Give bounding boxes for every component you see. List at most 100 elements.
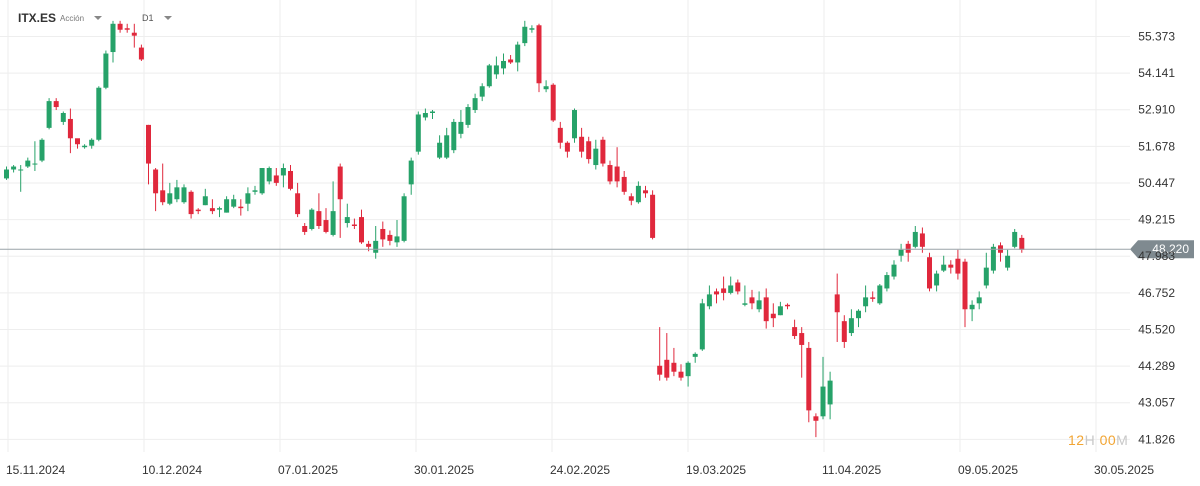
candles [4,20,1025,438]
candle-body [472,98,478,111]
y-tick-label: 51.678 [1138,139,1175,153]
candle-body [1019,237,1025,250]
timeframe-label[interactable]: D1 [142,13,154,23]
candle-body [714,291,719,295]
candle-body [96,87,102,140]
candle-body [266,168,272,182]
candle-body [451,121,457,151]
candle-body [18,169,24,171]
timer-minutes: 00 [1099,432,1117,448]
candle-body [117,23,123,30]
candle-body [11,166,17,170]
candle-body [146,124,151,164]
candle-body [806,347,812,411]
y-tick-label: 45.520 [1138,322,1175,336]
candle-body [280,168,286,176]
candle-body [174,187,180,200]
candle-body [912,231,918,247]
candle-body [302,226,308,232]
y-tick-label: 43.057 [1138,396,1175,410]
candle-body [103,53,109,88]
x-tick-label: 30.01.2025 [414,463,474,477]
y-tick-label: 54.141 [1138,66,1175,80]
candle-body [224,199,230,213]
instrument-type-label: Acción [60,13,85,23]
candle-body [955,258,961,274]
current-price-line: 48.220 [0,240,1194,259]
candle-body [572,110,577,139]
candle-body [53,101,59,108]
timer-hours: 12 [1068,432,1085,448]
candle-body [288,170,293,189]
candle-body [245,193,251,204]
candle-body [4,169,9,179]
candle-body [976,297,982,304]
candle-body [728,285,734,293]
candle-body [607,165,613,182]
candle-body [934,273,940,286]
candle-body [238,206,244,209]
candle-body [699,303,705,350]
candle-body [1012,231,1018,247]
candle-body [153,169,159,194]
candle-body [834,294,840,313]
candle-body [884,275,890,289]
y-tick-label: 46.752 [1138,286,1175,300]
candle-body [39,139,45,161]
candle-body [515,44,521,63]
candle-body [344,217,350,224]
candle-body [628,196,634,201]
candle-body [841,321,847,342]
candle-body [643,190,648,194]
candle-body [181,187,187,203]
y-tick-label: 52.910 [1138,103,1175,117]
candle-body [408,160,414,185]
current-price-tag [1130,240,1194,259]
candle-body [777,306,783,316]
candle-body [550,84,556,121]
candle-body [870,297,876,299]
candle-body [721,288,727,293]
candle-body [437,142,443,158]
candle-body [749,297,755,304]
candle-body [706,294,712,307]
candle-body [508,59,514,63]
candle-body [209,208,215,212]
candle-body [231,199,237,207]
candle-body [593,148,599,166]
candle-body [444,135,450,158]
candle-body [657,365,663,375]
candle-body [387,234,393,241]
symbol-dropdown-caret-icon[interactable] [94,16,103,20]
candle-body [351,224,357,226]
timer-minutes-unit: M [1116,432,1129,448]
candle-body [323,220,329,232]
candle-body [1005,255,1011,268]
candle-body [32,163,38,165]
timer-hours-unit: H [1084,432,1096,448]
symbol-label[interactable]: ITX.ES [18,11,57,25]
candle-body [295,193,301,215]
candle-body [75,138,80,145]
candle-body [856,310,861,319]
candle-body [614,166,620,182]
candle-body [543,86,549,90]
candle-body [536,25,542,84]
candle-body [252,190,258,192]
candle-body [579,136,585,152]
x-tick-label: 15.11.2024 [6,463,65,477]
candle-body [160,190,166,203]
candle-body [366,243,372,247]
candle-body [621,176,627,192]
candle-body [217,208,222,210]
candle-body [309,209,315,229]
candle-body [465,107,471,125]
timeframe-dropdown-caret-icon[interactable] [163,16,172,20]
candle-body [770,313,776,319]
candle-body [557,127,563,143]
y-tick-label: 49.215 [1138,213,1175,227]
candle-body [202,196,208,206]
x-axis-labels: 15.11.2024 10.12.2024 07.01.2025 30.01.2025… [6,463,1154,477]
x-tick-label: 09.05.2025 [958,463,1018,477]
